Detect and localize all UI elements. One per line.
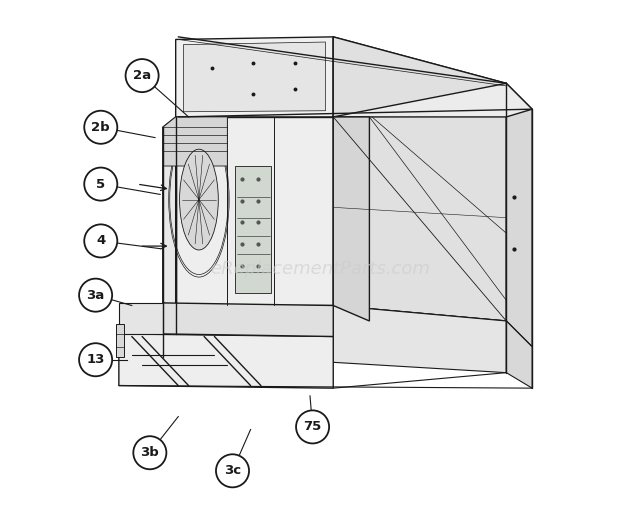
Polygon shape <box>175 117 333 306</box>
Polygon shape <box>333 37 507 117</box>
Polygon shape <box>163 117 228 166</box>
Circle shape <box>79 343 112 376</box>
Text: 3c: 3c <box>224 464 241 477</box>
Polygon shape <box>333 37 507 321</box>
Polygon shape <box>163 303 333 337</box>
Polygon shape <box>235 166 272 293</box>
Polygon shape <box>507 321 532 388</box>
Text: 13: 13 <box>86 353 105 366</box>
Polygon shape <box>333 306 507 372</box>
Polygon shape <box>119 303 163 334</box>
Circle shape <box>84 224 117 257</box>
Polygon shape <box>333 83 532 117</box>
Circle shape <box>296 410 329 443</box>
Circle shape <box>133 436 166 469</box>
Text: 75: 75 <box>303 421 322 434</box>
Text: 2a: 2a <box>133 69 151 82</box>
Polygon shape <box>163 117 175 306</box>
Text: 2b: 2b <box>92 121 110 134</box>
Polygon shape <box>184 42 326 112</box>
Text: 3b: 3b <box>141 446 159 459</box>
Polygon shape <box>119 334 333 388</box>
Polygon shape <box>333 117 370 321</box>
Text: 4: 4 <box>96 235 105 248</box>
Circle shape <box>79 279 112 312</box>
Polygon shape <box>507 83 532 347</box>
Polygon shape <box>175 37 333 117</box>
Ellipse shape <box>180 149 218 250</box>
Polygon shape <box>333 306 532 347</box>
Polygon shape <box>117 324 124 357</box>
Circle shape <box>84 111 117 144</box>
Circle shape <box>84 167 117 200</box>
Text: 3a: 3a <box>86 289 105 301</box>
Text: 5: 5 <box>96 178 105 191</box>
Circle shape <box>216 454 249 487</box>
Text: eReplacementParts.com: eReplacementParts.com <box>210 261 430 278</box>
Circle shape <box>126 59 159 92</box>
